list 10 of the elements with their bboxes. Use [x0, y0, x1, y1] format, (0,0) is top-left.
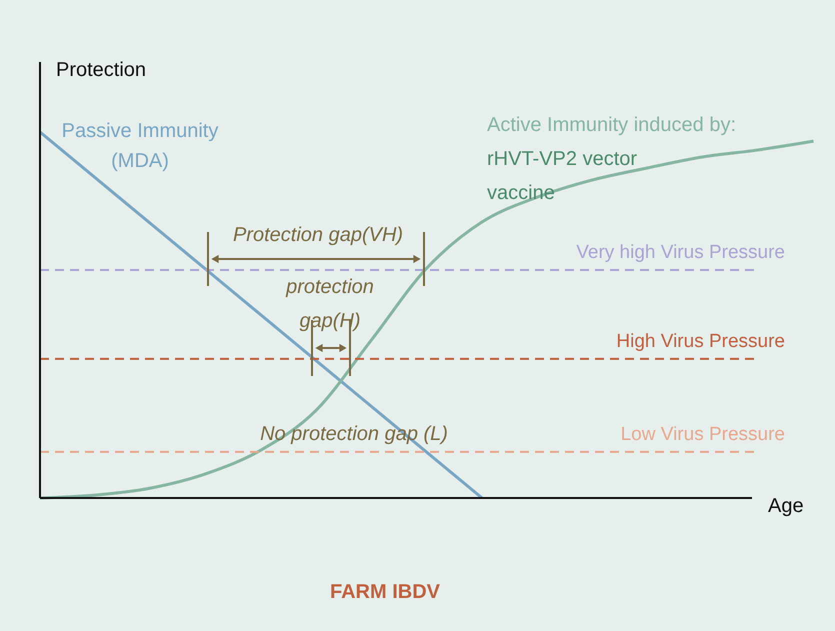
ref-line-label: High Virus Pressure [616, 330, 785, 352]
series-label: Active Immunity induced by: [487, 114, 736, 136]
text: FARM IBDV [330, 581, 441, 603]
y-axis-title: Protection [56, 59, 146, 81]
ref-line-label: Low Virus Pressure [620, 424, 785, 445]
annotation: Protection gap(VH) [232, 224, 404, 246]
series-label: Passive Immunity (MDA) [62, 120, 218, 172]
annotation: rHVT-VP2 vector vaccine [487, 148, 638, 204]
ref-line-label: Very high Virus Pressure [576, 242, 785, 263]
x-axis-title: Age [768, 495, 804, 517]
